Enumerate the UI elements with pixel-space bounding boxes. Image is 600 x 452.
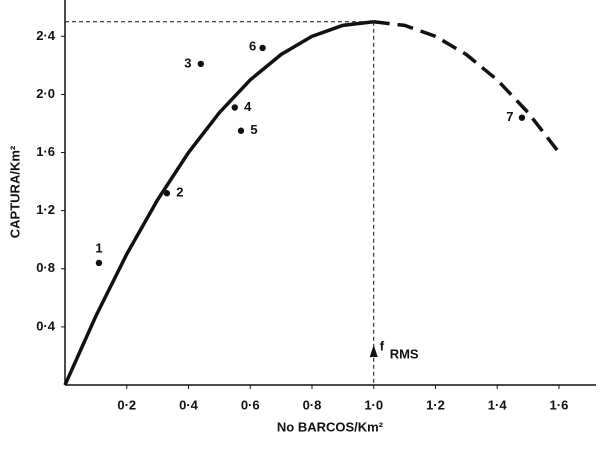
point — [518, 114, 526, 121]
point — [197, 60, 205, 68]
point-label: 2 — [176, 185, 183, 200]
point — [231, 104, 238, 111]
x-tick-label: 0·4 — [179, 397, 199, 412]
reference-arrow — [369, 345, 378, 357]
point — [259, 44, 266, 52]
point-label: 4 — [244, 99, 252, 114]
point-label: 1 — [95, 240, 102, 255]
reference-label-sub: RMS — [390, 346, 419, 361]
x-tick-label: 1·2 — [426, 397, 445, 412]
x-tick-label: 1·4 — [488, 397, 508, 412]
point-label: 7 — [506, 109, 513, 124]
y-tick-label: 0·8 — [36, 260, 55, 275]
y-tick-label: 2·4 — [36, 28, 56, 43]
point — [95, 259, 103, 267]
point — [237, 127, 245, 134]
x-tick-label: 0·8 — [303, 397, 322, 412]
point — [163, 190, 171, 197]
y-tick-label: 1·2 — [36, 202, 55, 217]
curve — [373, 20, 561, 154]
y-tick-label: 1·6 — [36, 144, 55, 159]
x-tick-label: 1·6 — [550, 397, 569, 412]
reference-label: f — [380, 338, 385, 353]
point-label: 6 — [249, 38, 256, 53]
point-label: 5 — [250, 122, 257, 137]
y-tick-label: 2·0 — [36, 86, 55, 101]
y-axis-label: CAPTURA/Km² — [7, 145, 22, 238]
point-label: 3 — [184, 55, 191, 70]
y-tick-label: 0·4 — [36, 318, 56, 333]
x-axis-label: No BARCOS/Km² — [277, 419, 384, 434]
x-tick-label: 1·0 — [364, 397, 383, 412]
curve — [63, 20, 374, 386]
x-tick-label: 0·2 — [117, 397, 136, 412]
x-tick-label: 0·6 — [241, 397, 260, 412]
